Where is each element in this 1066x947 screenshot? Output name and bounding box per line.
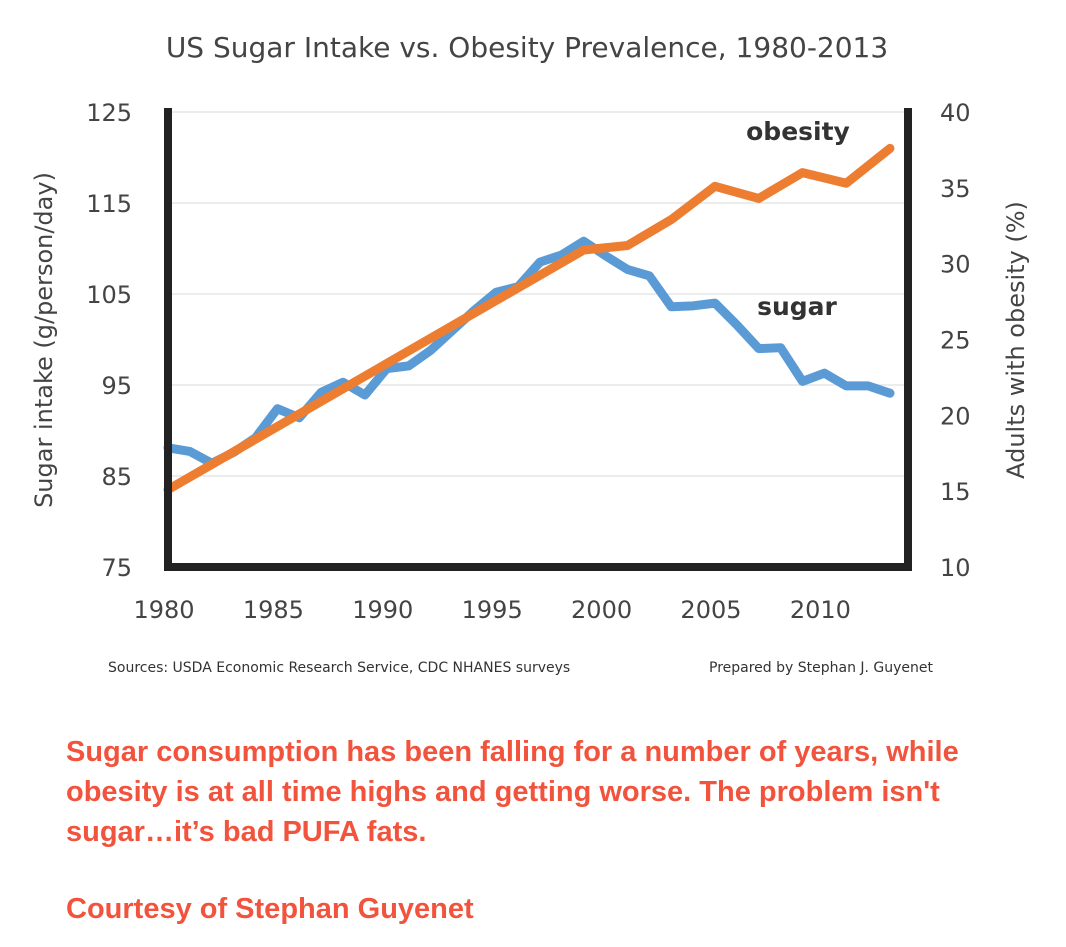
x-tick-label: 2010 [790, 596, 851, 624]
sources-note: Sources: USDA Economic Research Service,… [108, 660, 570, 676]
y2-tick-label: 15 [940, 478, 971, 506]
y2-tick-label: 10 [940, 554, 971, 582]
y-tick-label: 105 [86, 281, 132, 309]
series-line-sugar [163, 236, 895, 468]
obesity-annotation: obesity [746, 117, 850, 146]
prepared-by-note: Prepared by Stephan J. Guyenet [709, 660, 934, 676]
y2-axis-label: Adults with obesity (%) [1002, 201, 1030, 479]
x-tick-label: 1990 [352, 596, 413, 624]
chart: US Sugar Intake vs. Obesity Prevalence, … [30, 31, 1030, 676]
x-tick-label: 1980 [133, 596, 194, 624]
x-tick-label: 2005 [680, 596, 741, 624]
credit-text: Courtesy of Stephan Guyenet [66, 893, 474, 925]
chart-title: US Sugar Intake vs. Obesity Prevalence, … [166, 31, 888, 64]
x-tick-label: 1985 [243, 596, 304, 624]
y-tick-label: 115 [86, 190, 132, 218]
y2-tick-label: 35 [940, 175, 971, 203]
y2-tick-label: 30 [940, 251, 971, 279]
y-tick-label: 85 [101, 463, 132, 491]
x-tick-label: 2000 [571, 596, 632, 624]
y-axis-label: Sugar intake (g/person/day) [30, 172, 58, 508]
y-tick-label: 125 [86, 99, 132, 127]
y2-tick-label: 20 [940, 402, 971, 430]
sugar-annotation: sugar [757, 292, 837, 321]
x-tick-label: 1995 [462, 596, 523, 624]
y-tick-label: 95 [101, 372, 132, 400]
caption-text: Sugar consumption has been falling for a… [66, 732, 1066, 852]
y-tick-label: 75 [101, 554, 132, 582]
caption-line: sugar…it’s bad PUFA fats. [66, 816, 427, 848]
series-line-obesity [163, 143, 895, 495]
y2-tick-label: 40 [940, 99, 971, 127]
caption-line: Sugar consumption has been falling for a… [66, 736, 959, 768]
caption-line: obesity is at all time highs and getting… [66, 776, 940, 808]
y2-tick-label: 25 [940, 327, 971, 355]
